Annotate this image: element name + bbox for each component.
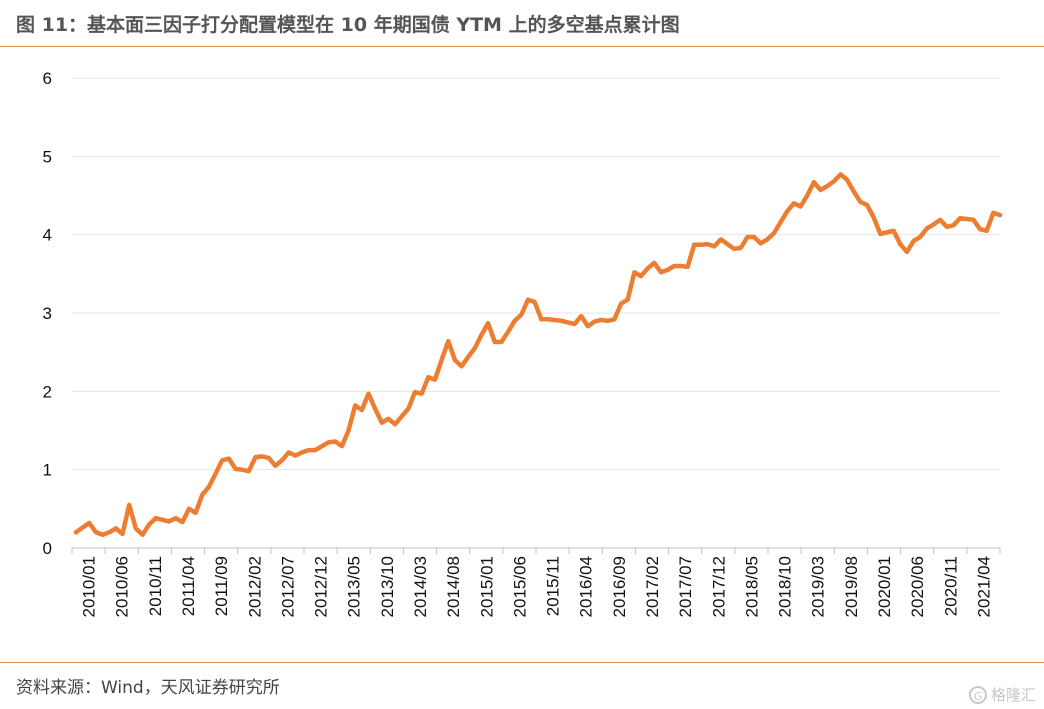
x-axis: 2010/01 2010/06 2010/11 2011/04 2011/09 2012/… — [71, 547, 1001, 617]
x-tick-label: 2017/07 — [676, 556, 695, 617]
x-tick-label: 2017/12 — [709, 556, 728, 617]
x-tick-label: 2012/02 — [245, 556, 264, 617]
x-tick-label: 2020/11 — [941, 556, 960, 616]
x-tick-label: 2010/11 — [146, 556, 165, 616]
y-tick-label: 3 — [43, 304, 52, 323]
x-tick-label: 2012/07 — [278, 556, 297, 617]
x-tick-label: 2016/04 — [577, 556, 596, 617]
x-tick-label: 2012/12 — [312, 556, 331, 617]
title-divider — [0, 46, 1044, 47]
x-tick-label: 2015/06 — [510, 556, 529, 617]
x-tick-label: 2013/05 — [345, 556, 364, 617]
source-note: 资料来源：Wind，天风证券研究所 — [16, 678, 280, 698]
y-tick-label: 6 — [43, 69, 52, 88]
y-tick-label: 4 — [43, 226, 52, 245]
x-tick-label: 2021/04 — [974, 556, 993, 617]
watermark: G 格隆汇 — [968, 684, 1036, 705]
x-tick-label: 2017/02 — [643, 556, 662, 617]
watermark-text: 格隆汇 — [990, 686, 1036, 704]
x-tick-label: 2015/11 — [544, 556, 563, 616]
x-tick-label: 2018/05 — [742, 556, 761, 617]
gridlines — [72, 77, 1000, 471]
x-tick-label: 2016/09 — [610, 556, 629, 617]
x-tick-label: 2020/06 — [908, 556, 927, 617]
y-tick-label: 0 — [43, 539, 52, 558]
watermark-logo-icon: G — [968, 685, 987, 704]
x-tick-label: 2018/10 — [776, 556, 795, 617]
y-tick-label: 1 — [43, 461, 52, 480]
y-tick-label: 5 — [43, 147, 52, 166]
series-layer — [73, 172, 1003, 537]
series-line — [73, 172, 1003, 537]
x-tick-label: 2014/03 — [411, 556, 430, 617]
y-tick-label: 2 — [43, 382, 52, 401]
x-tick-label: 2010/06 — [113, 556, 132, 617]
y-axis-ticks: 0 1 2 3 4 5 6 — [43, 69, 52, 558]
x-tick-label: 2019/08 — [842, 556, 861, 617]
x-tick-label: 2011/09 — [212, 556, 231, 616]
x-tick-label: 2020/01 — [875, 556, 894, 617]
x-tick-label: 2015/01 — [477, 556, 496, 617]
x-tick-label: 2019/03 — [809, 556, 828, 617]
x-tick-label: 2010/01 — [80, 556, 99, 617]
x-tick-label: 2014/08 — [444, 556, 463, 617]
x-tick-label: 2011/04 — [179, 556, 198, 616]
x-tick-label: 2013/10 — [378, 556, 397, 617]
chart-title: 图 11：基本面三因子打分配置模型在 10 年期国债 YTM 上的多空基点累计图 — [16, 14, 680, 36]
footer-divider — [0, 662, 1044, 663]
line-chart: 0 1 2 3 4 5 6 2010/01 2010/06 2010/11 2011/04 2011… — [43, 69, 1003, 617]
